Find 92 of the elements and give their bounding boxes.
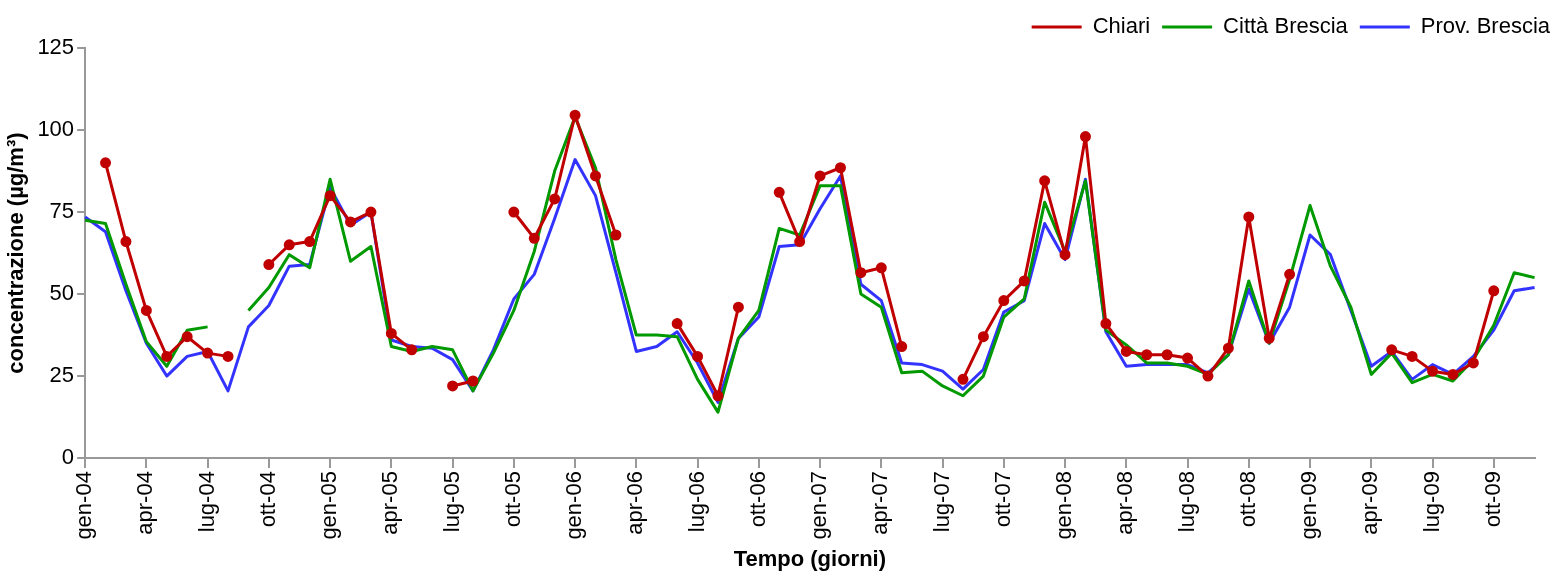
point bbox=[1182, 352, 1194, 364]
point bbox=[1018, 275, 1030, 287]
x-tick-label: apr-05 bbox=[377, 471, 403, 535]
x-tick-label: gen-05 bbox=[316, 471, 342, 540]
point bbox=[467, 375, 479, 387]
point bbox=[1243, 211, 1255, 223]
point bbox=[100, 157, 112, 169]
x-tick-label: ott-05 bbox=[499, 471, 525, 528]
point bbox=[1406, 350, 1418, 362]
point bbox=[773, 186, 785, 198]
y-tick-label: 125 bbox=[37, 34, 75, 60]
x-tick-label: ott-06 bbox=[744, 471, 770, 528]
point bbox=[528, 232, 540, 244]
point bbox=[120, 236, 132, 248]
point bbox=[385, 327, 397, 339]
point bbox=[202, 347, 214, 359]
point bbox=[712, 390, 724, 402]
point bbox=[140, 304, 152, 316]
point bbox=[1141, 349, 1153, 361]
point bbox=[692, 350, 704, 362]
y-tick-label: 25 bbox=[49, 362, 75, 388]
point bbox=[794, 236, 806, 248]
point bbox=[304, 236, 316, 248]
point bbox=[1202, 370, 1214, 382]
x-tick-label: apr-04 bbox=[132, 471, 158, 535]
point bbox=[896, 341, 908, 353]
x-tick-label: gen-07 bbox=[806, 471, 832, 540]
point bbox=[181, 331, 193, 343]
x-tick-label: lug-05 bbox=[438, 471, 464, 533]
point bbox=[1386, 344, 1398, 356]
y-tick-label: 100 bbox=[37, 116, 75, 142]
point bbox=[855, 267, 867, 279]
legend-label: Prov. Brescia bbox=[1420, 13, 1551, 39]
point bbox=[222, 350, 234, 362]
point bbox=[447, 380, 459, 392]
point bbox=[1447, 368, 1459, 380]
point bbox=[732, 301, 744, 313]
point bbox=[610, 229, 622, 241]
legend-label: Chiari bbox=[1092, 13, 1151, 39]
point bbox=[569, 109, 581, 121]
x-axis-title: Tempo (giorni) bbox=[733, 545, 887, 571]
point bbox=[1120, 345, 1132, 357]
point bbox=[1079, 131, 1091, 143]
point bbox=[161, 350, 173, 362]
point bbox=[1263, 332, 1275, 344]
point bbox=[875, 262, 887, 274]
point bbox=[1039, 175, 1051, 187]
y-tick-label: 75 bbox=[49, 198, 75, 224]
y-tick-label: 50 bbox=[49, 280, 75, 306]
x-tick-label: ott-09 bbox=[1479, 471, 1505, 528]
x-tick-label: lug-06 bbox=[683, 471, 709, 533]
point bbox=[508, 206, 520, 218]
x-tick-label: lug-04 bbox=[193, 471, 219, 533]
point bbox=[406, 344, 418, 356]
y-axis-title: concentrazione (µg/m³) bbox=[3, 132, 29, 374]
point bbox=[365, 206, 377, 218]
point bbox=[1284, 268, 1296, 280]
x-tick-label: apr-07 bbox=[867, 471, 893, 535]
x-tick-label: gen-06 bbox=[561, 471, 587, 540]
x-tick-label: lug-07 bbox=[928, 471, 954, 533]
point bbox=[977, 331, 989, 343]
point bbox=[1467, 357, 1479, 369]
x-tick-label: gen-09 bbox=[1296, 471, 1322, 540]
point bbox=[834, 162, 846, 174]
point bbox=[263, 259, 275, 271]
point bbox=[345, 216, 357, 228]
point bbox=[589, 170, 601, 182]
x-tick-label: lug-09 bbox=[1418, 471, 1444, 533]
point bbox=[1427, 365, 1439, 377]
point bbox=[998, 295, 1010, 307]
point bbox=[1222, 342, 1234, 354]
point bbox=[1100, 318, 1112, 330]
y-tick-label: 0 bbox=[61, 444, 75, 470]
x-tick-label: apr-09 bbox=[1357, 471, 1383, 535]
x-tick-label: ott-07 bbox=[989, 471, 1015, 528]
point bbox=[1161, 349, 1173, 361]
point bbox=[283, 239, 295, 251]
x-tick-label: lug-08 bbox=[1173, 471, 1199, 533]
point bbox=[549, 193, 561, 205]
point bbox=[814, 170, 826, 182]
x-tick-label: apr-08 bbox=[1112, 471, 1138, 535]
point bbox=[1059, 249, 1071, 261]
x-tick-label: ott-08 bbox=[1234, 471, 1260, 528]
x-tick-label: apr-06 bbox=[622, 471, 648, 535]
point bbox=[1488, 285, 1500, 297]
x-tick-label: gen-08 bbox=[1051, 471, 1077, 540]
point bbox=[324, 190, 336, 202]
x-tick-label: ott-04 bbox=[254, 471, 280, 528]
point bbox=[957, 373, 969, 385]
legend-label: Città Brescia bbox=[1223, 13, 1349, 39]
x-tick-label: gen-04 bbox=[71, 471, 97, 540]
point bbox=[671, 318, 683, 330]
